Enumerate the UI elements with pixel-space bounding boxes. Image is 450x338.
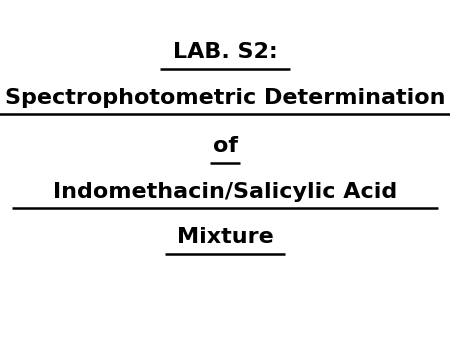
Text: Spectrophotometric Determination: Spectrophotometric Determination	[5, 88, 445, 107]
Text: of: of	[212, 136, 238, 156]
Text: LAB. S2:: LAB. S2:	[173, 42, 277, 62]
Text: Mixture: Mixture	[176, 227, 274, 247]
Text: Indomethacin/Salicylic Acid: Indomethacin/Salicylic Acid	[53, 182, 397, 202]
